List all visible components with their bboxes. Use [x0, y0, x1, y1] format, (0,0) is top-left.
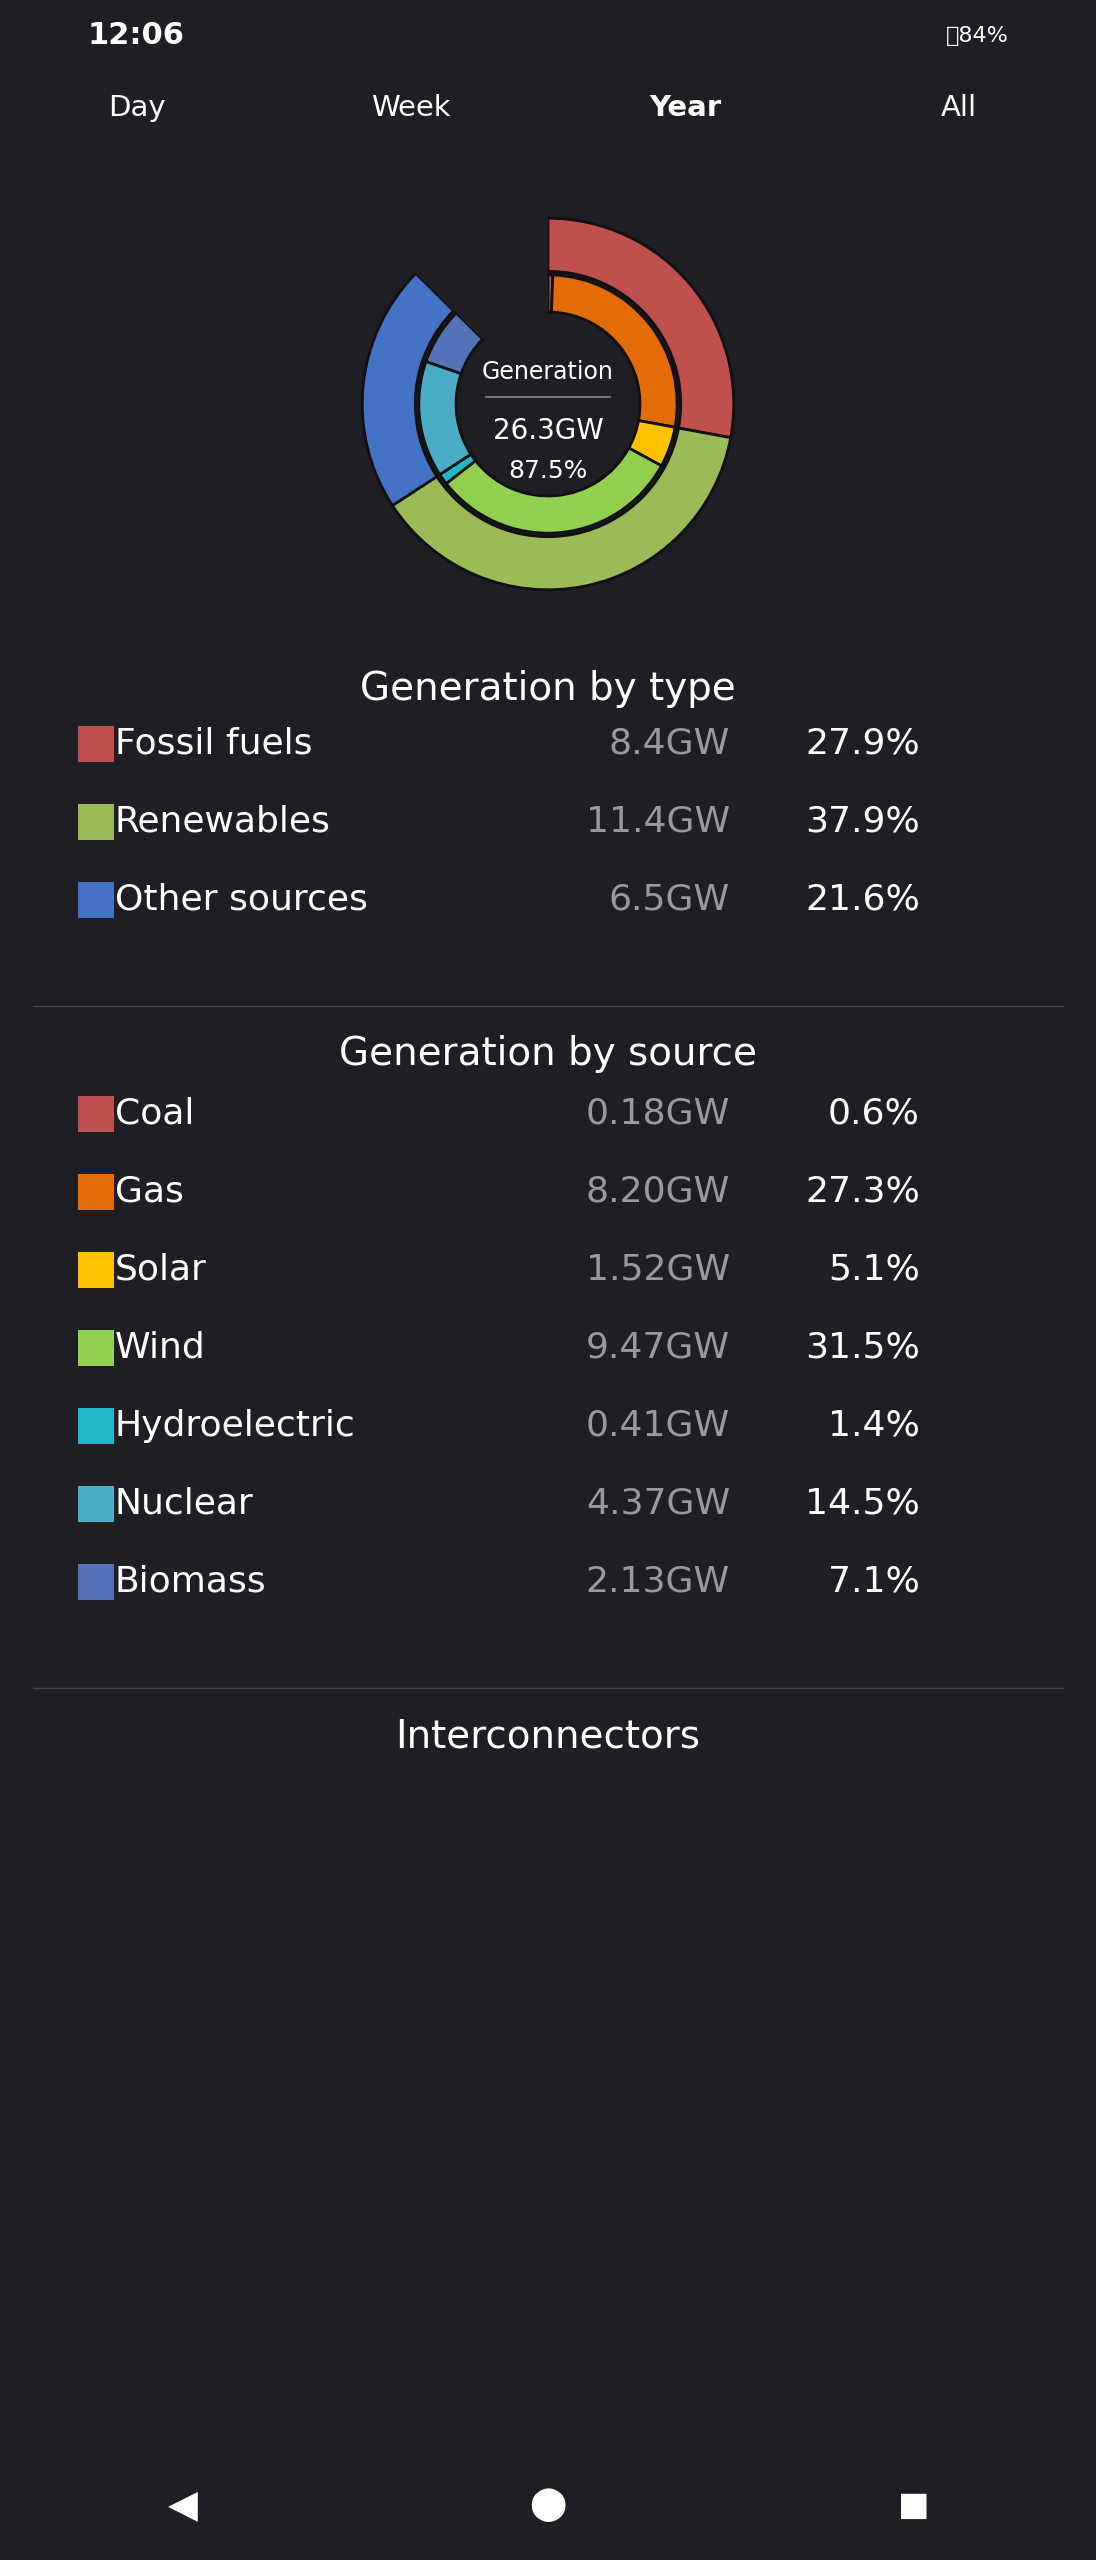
Bar	[78, 1175, 114, 1211]
Text: 27.9%: 27.9%	[806, 727, 920, 760]
Text: Other sources: Other sources	[115, 883, 368, 916]
Wedge shape	[551, 274, 677, 428]
Text: Year: Year	[649, 95, 721, 123]
Text: 9.47GW: 9.47GW	[586, 1331, 730, 1364]
Wedge shape	[426, 312, 482, 374]
Bar	[78, 1096, 114, 1132]
Bar	[78, 1564, 114, 1600]
Text: Generation by source: Generation by source	[339, 1034, 757, 1073]
Bar	[78, 1331, 114, 1367]
Text: Day: Day	[109, 95, 165, 123]
Wedge shape	[629, 420, 675, 466]
Bar	[78, 727, 114, 763]
Bar	[78, 1485, 114, 1523]
Text: Generation: Generation	[482, 361, 614, 384]
Text: Interconnectors: Interconnectors	[396, 1718, 700, 1756]
Wedge shape	[392, 428, 731, 589]
Text: 7.1%: 7.1%	[829, 1564, 920, 1600]
Text: Gas: Gas	[115, 1175, 184, 1208]
Text: Wind: Wind	[115, 1331, 206, 1364]
Text: 11.4GW: 11.4GW	[585, 804, 730, 840]
Text: 0.18GW: 0.18GW	[585, 1098, 730, 1132]
Text: 31.5%: 31.5%	[806, 1331, 920, 1364]
Bar	[78, 1408, 114, 1444]
Wedge shape	[548, 274, 552, 312]
Text: 12:06: 12:06	[88, 20, 185, 51]
Text: 27.3%: 27.3%	[806, 1175, 920, 1208]
Text: Generation by type: Generation by type	[361, 671, 735, 709]
Text: Renewables: Renewables	[115, 804, 331, 840]
Text: 1.4%: 1.4%	[829, 1408, 920, 1444]
Text: 1.52GW: 1.52GW	[585, 1252, 730, 1288]
Text: ◀: ◀	[168, 2486, 197, 2524]
Wedge shape	[363, 274, 454, 504]
Text: Nuclear: Nuclear	[115, 1487, 254, 1521]
Text: 8.4GW: 8.4GW	[608, 727, 730, 760]
Wedge shape	[446, 448, 661, 532]
Bar	[78, 883, 114, 919]
Text: Week: Week	[372, 95, 450, 123]
Wedge shape	[415, 218, 548, 310]
Text: 26.3GW: 26.3GW	[492, 417, 604, 445]
Wedge shape	[439, 453, 476, 484]
Text: 14.5%: 14.5%	[806, 1487, 920, 1521]
Text: Coal: Coal	[115, 1098, 194, 1132]
Wedge shape	[419, 361, 471, 474]
Text: ⬤: ⬤	[529, 2488, 567, 2522]
Text: 37.9%: 37.9%	[806, 804, 920, 840]
Text: Hydroelectric: Hydroelectric	[115, 1408, 356, 1444]
Text: 87.5%: 87.5%	[509, 458, 587, 484]
Text: 0.41GW: 0.41GW	[585, 1408, 730, 1444]
Text: 5.1%: 5.1%	[829, 1252, 920, 1288]
Text: 21.6%: 21.6%	[806, 883, 920, 916]
Text: All: All	[941, 95, 977, 123]
Text: ■: ■	[898, 2488, 929, 2522]
Text: Biomass: Biomass	[115, 1564, 266, 1600]
Bar	[78, 1252, 114, 1288]
Text: Fossil fuels: Fossil fuels	[115, 727, 312, 760]
Text: 4.37GW: 4.37GW	[585, 1487, 730, 1521]
Bar	[78, 804, 114, 840]
Text: Solar: Solar	[115, 1252, 207, 1288]
Text: 0.6%: 0.6%	[829, 1098, 920, 1132]
Text: 6.5GW: 6.5GW	[608, 883, 730, 916]
Text: 8.20GW: 8.20GW	[585, 1175, 730, 1208]
Text: 🔋84%: 🔋84%	[946, 26, 1008, 46]
Wedge shape	[548, 218, 733, 438]
Wedge shape	[456, 274, 548, 340]
Text: 2.13GW: 2.13GW	[585, 1564, 730, 1600]
